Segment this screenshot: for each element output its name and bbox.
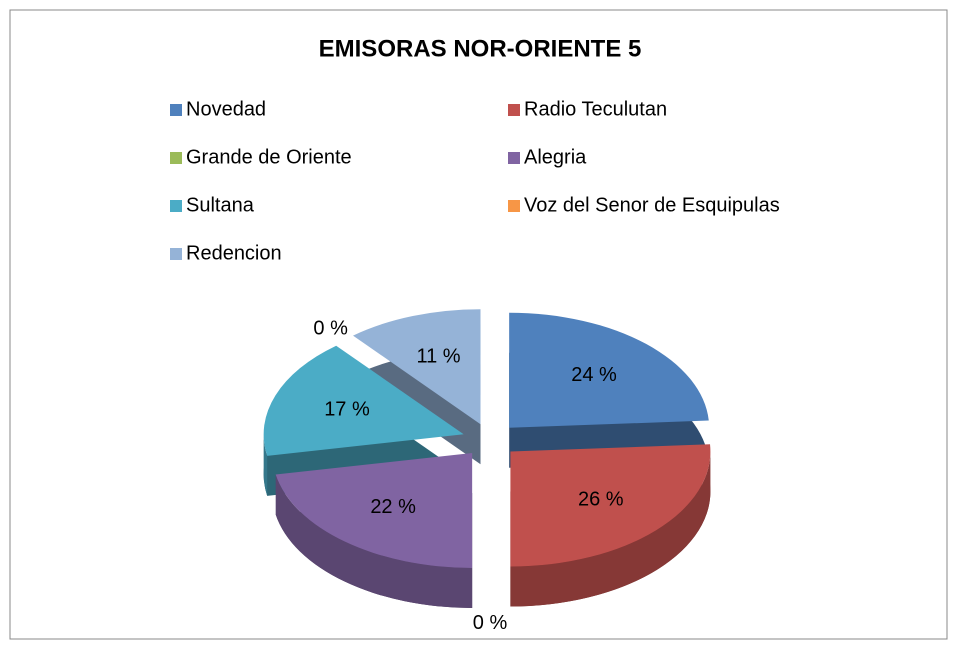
data-label: 24 % xyxy=(571,364,617,386)
legend-swatch xyxy=(170,152,182,164)
legend-swatch xyxy=(508,152,520,164)
legend-label: Redencion xyxy=(186,242,282,264)
data-label: 0 % xyxy=(473,612,508,634)
pie-slice xyxy=(510,444,711,567)
legend-label: Voz del Senor de Esquipulas xyxy=(524,194,780,216)
pie-slice xyxy=(509,312,709,428)
pie-slice xyxy=(344,338,473,428)
data-label: 11 % xyxy=(416,345,460,367)
data-label: 26 % xyxy=(578,489,624,511)
pie-slice-side xyxy=(510,451,711,607)
legend-label: Grande de Oriente xyxy=(186,146,352,168)
legend-label: Alegria xyxy=(524,146,587,168)
data-label: 0 % xyxy=(313,318,348,340)
data-label: 22 % xyxy=(370,496,416,518)
legend-label: Radio Teculutan xyxy=(524,98,667,120)
pie-slice-side xyxy=(275,474,473,608)
data-label: 17 % xyxy=(324,398,370,420)
chart-title: EMISORAS NOR-ORIENTE 5 xyxy=(319,35,642,62)
legend-swatch xyxy=(170,104,182,116)
legend-label: Sultana xyxy=(186,194,255,216)
legend-swatch xyxy=(508,104,520,116)
pie-slice xyxy=(353,309,481,425)
legend-swatch xyxy=(170,200,182,212)
pie-slice-side xyxy=(263,434,268,496)
pie-slice xyxy=(263,345,464,456)
legend-swatch xyxy=(508,200,520,212)
legend-swatch xyxy=(170,248,182,260)
pie-slice xyxy=(275,452,473,568)
legend-label: Novedad xyxy=(186,98,266,120)
